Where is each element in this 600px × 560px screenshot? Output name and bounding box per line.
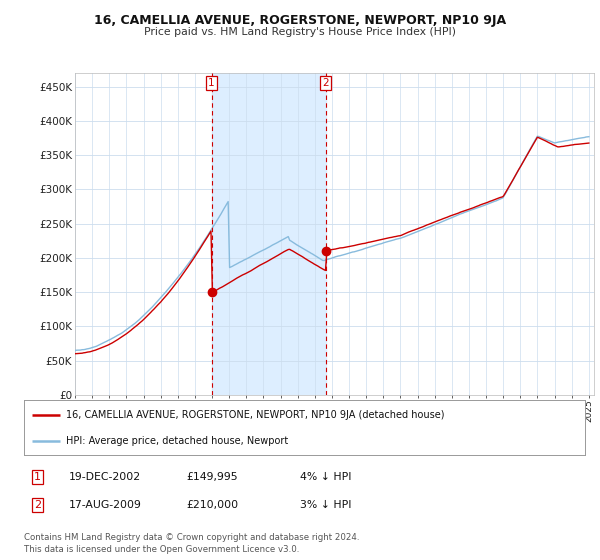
Text: Price paid vs. HM Land Registry's House Price Index (HPI): Price paid vs. HM Land Registry's House … — [144, 27, 456, 37]
Text: £149,995: £149,995 — [186, 472, 238, 482]
Text: 3% ↓ HPI: 3% ↓ HPI — [300, 500, 352, 510]
Text: 17-AUG-2009: 17-AUG-2009 — [69, 500, 142, 510]
Text: 16, CAMELLIA AVENUE, ROGERSTONE, NEWPORT, NP10 9JA: 16, CAMELLIA AVENUE, ROGERSTONE, NEWPORT… — [94, 14, 506, 27]
Bar — [212, 73, 326, 395]
Text: 2: 2 — [322, 78, 329, 88]
Text: 19-DEC-2002: 19-DEC-2002 — [69, 472, 141, 482]
Text: £210,000: £210,000 — [186, 500, 238, 510]
Text: 4% ↓ HPI: 4% ↓ HPI — [300, 472, 352, 482]
Text: 1: 1 — [34, 472, 41, 482]
Text: HPI: Average price, detached house, Newport: HPI: Average price, detached house, Newp… — [66, 436, 289, 446]
Text: 2: 2 — [34, 500, 41, 510]
Text: 1: 1 — [208, 78, 215, 88]
Text: Contains HM Land Registry data © Crown copyright and database right 2024.: Contains HM Land Registry data © Crown c… — [24, 533, 359, 542]
Text: 16, CAMELLIA AVENUE, ROGERSTONE, NEWPORT, NP10 9JA (detached house): 16, CAMELLIA AVENUE, ROGERSTONE, NEWPORT… — [66, 410, 445, 420]
Text: This data is licensed under the Open Government Licence v3.0.: This data is licensed under the Open Gov… — [24, 545, 299, 554]
